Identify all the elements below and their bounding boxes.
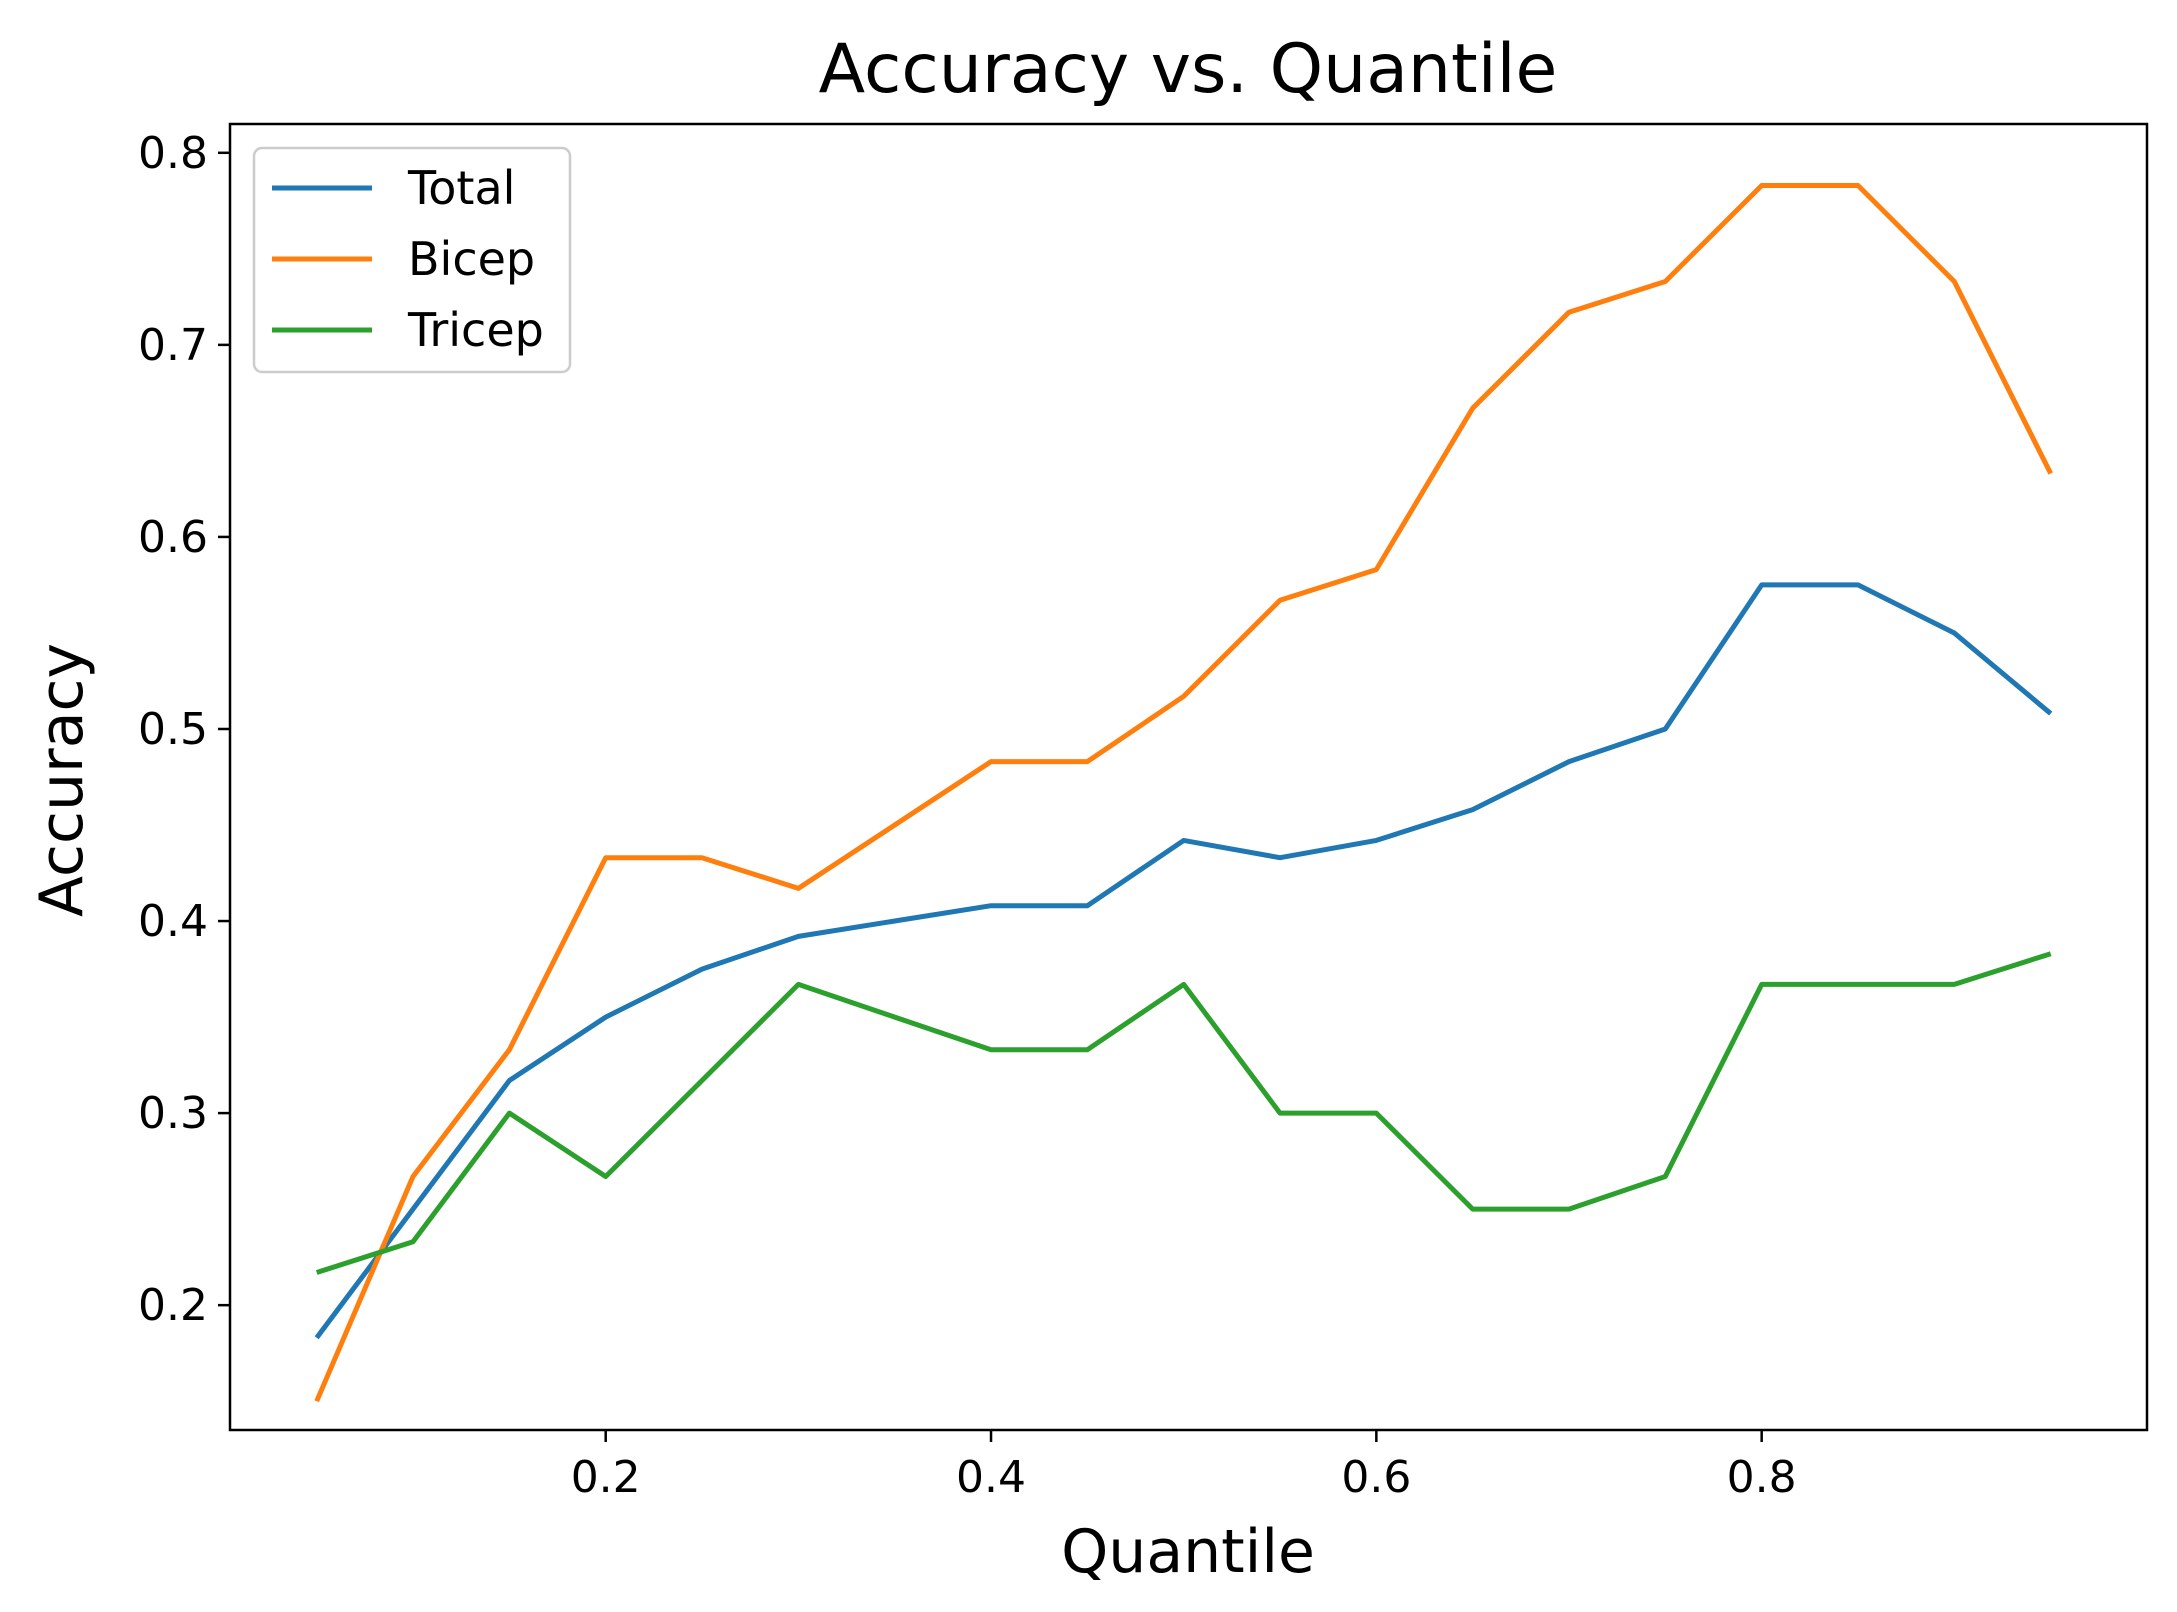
legend-label-tricep: Tricep: [407, 303, 544, 357]
legend-label-total: Total: [407, 161, 515, 215]
y-tick-label: 0.8: [138, 128, 208, 179]
y-tick-label: 0.4: [138, 896, 208, 947]
x-tick-label: 0.4: [956, 1452, 1026, 1503]
y-axis-label: Accuracy: [27, 643, 97, 917]
x-tick-label: 0.2: [571, 1452, 641, 1503]
axes-group: 0.2 0.4 0.6 0.8 0.2 0.3 0.4 0.5 0.6 0.7 0.8: [138, 122, 2149, 1503]
plot-frame: [228, 122, 2149, 1432]
legend-box: [252, 146, 572, 374]
x-tick-label: 0.6: [1341, 1452, 1411, 1503]
y-tick-label: 0.5: [138, 704, 208, 755]
x-tick-label: 0.8: [1727, 1452, 1797, 1503]
y-tick-label: 0.6: [138, 512, 208, 563]
legend-label-bicep: Bicep: [408, 232, 535, 286]
plot-area: 0.2 0.4 0.6 0.8 0.2 0.3 0.4 0.5 0.6 0.7 0.8 Total Bi…: [138, 122, 2149, 1503]
y-tick-label: 0.3: [138, 1088, 208, 1139]
series-line-bicep: [314, 183, 2053, 1403]
x-axis-label: Quantile: [1061, 1517, 1315, 1587]
series-line-total: [314, 582, 2053, 1340]
legend: Total Bicep Tricep: [252, 146, 572, 374]
series-group: [314, 183, 2053, 1403]
chart-title: Accuracy vs. Quantile: [819, 30, 1558, 109]
y-tick-label: 0.7: [138, 320, 208, 371]
y-tick-label: 0.2: [138, 1280, 208, 1331]
series-line-tricep: [315, 951, 2052, 1275]
